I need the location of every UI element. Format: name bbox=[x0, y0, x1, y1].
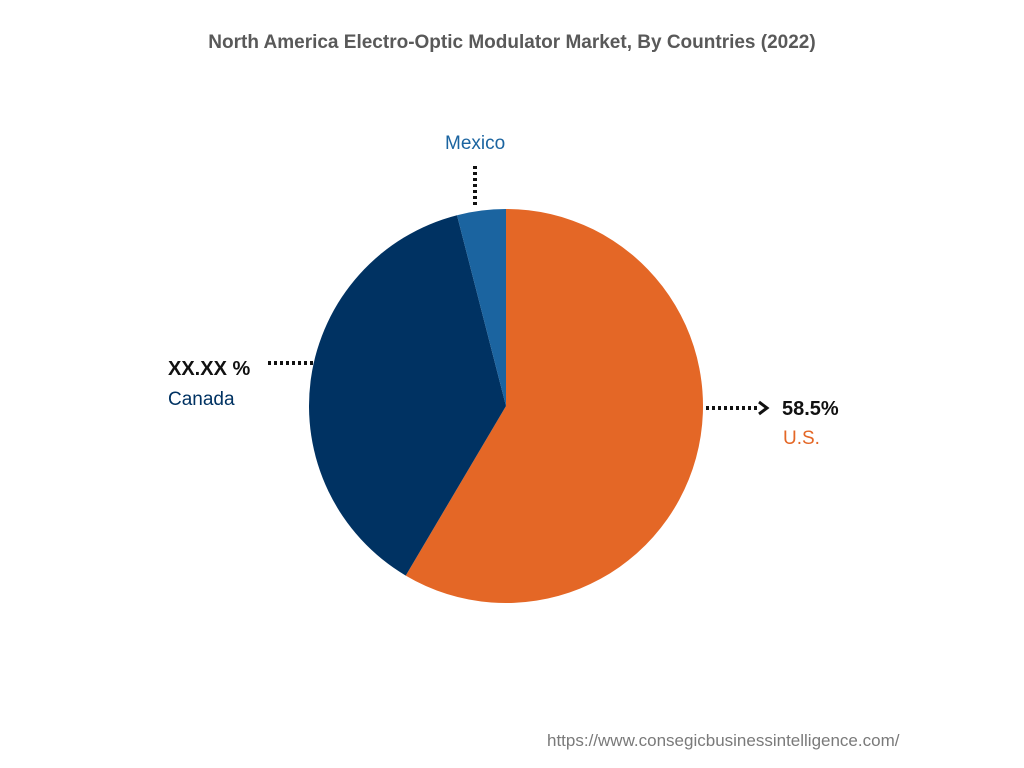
pie-slice-mexico bbox=[457, 209, 506, 406]
slice-label-mexico: Mexico bbox=[445, 133, 506, 154]
slice-value-us: 58.5% bbox=[782, 398, 839, 420]
chart-title: North America Electro-Optic Modulator Ma… bbox=[208, 32, 816, 53]
leader-lines bbox=[268, 166, 770, 416]
slice-label-us: U.S. bbox=[783, 428, 820, 449]
source-url: https://www.consegicbusinessintelligence… bbox=[547, 731, 900, 750]
slice-value-canada: XX.XX % bbox=[168, 358, 251, 380]
slice-label-canada: Canada bbox=[168, 389, 235, 410]
pie-slice-us bbox=[405, 209, 704, 603]
arrow-icon bbox=[758, 400, 770, 416]
pie-slices bbox=[309, 209, 704, 603]
pie-slice-canada bbox=[309, 215, 506, 576]
